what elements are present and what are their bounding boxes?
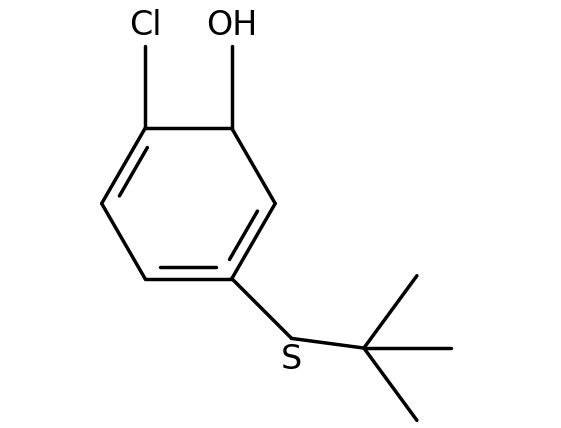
Text: OH: OH (206, 9, 257, 42)
Text: Cl: Cl (129, 9, 162, 42)
Text: S: S (281, 343, 302, 376)
